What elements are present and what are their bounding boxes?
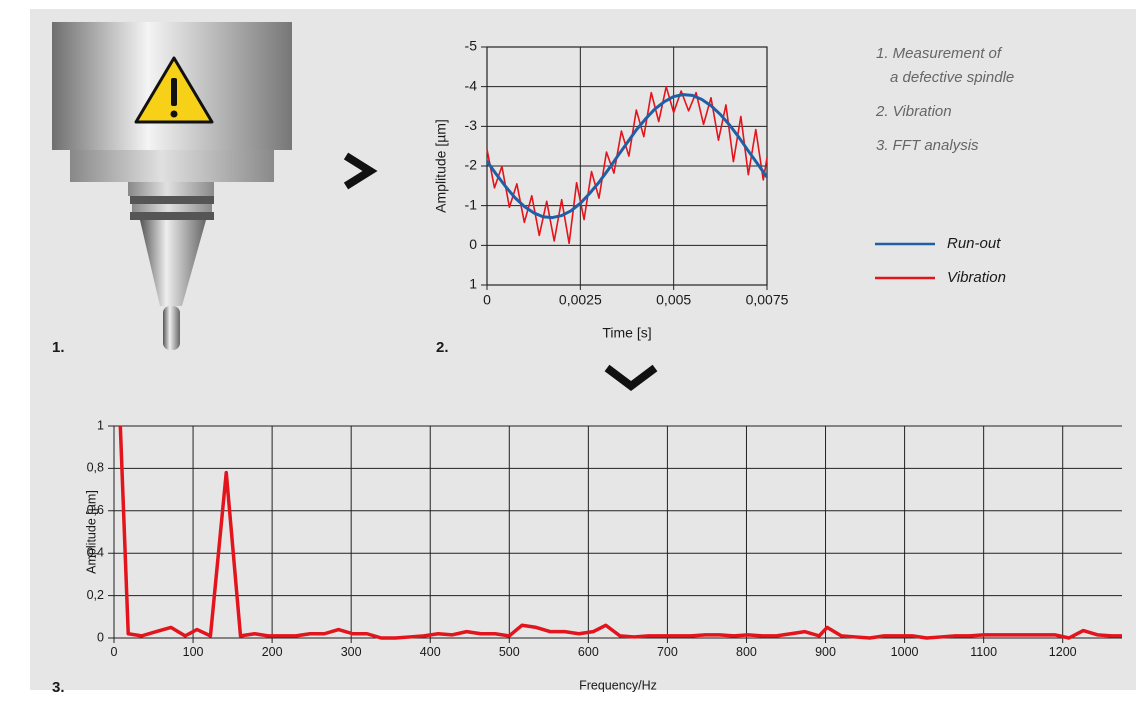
x-tick-label: 400 — [420, 645, 441, 659]
note: 1. Measurement of — [876, 45, 1003, 62]
x-tick-label: 200 — [262, 645, 283, 659]
note: 2. Vibration — [875, 103, 952, 120]
x-tick-label: 900 — [815, 645, 836, 659]
y-tick-label: 1 — [97, 418, 104, 432]
y-axis-label: Amplitude [µm] — [433, 119, 449, 213]
y-tick-label: -4 — [465, 77, 478, 93]
y-tick-label: 0,6 — [87, 503, 104, 517]
note: 3. FFT analysis — [876, 137, 979, 154]
y-tick-label: 0 — [97, 630, 104, 644]
x-tick-label: 0,005 — [656, 292, 691, 308]
y-tick-label: 0 — [469, 236, 477, 252]
x-tick-label: 1200 — [1049, 645, 1077, 659]
y-tick-label: -3 — [465, 117, 478, 133]
x-tick-label: 100 — [183, 645, 204, 659]
data-line — [118, 425, 1122, 640]
data-line — [485, 93, 769, 220]
x-tick-label: 0,0075 — [746, 292, 789, 308]
x-tick-label: 700 — [657, 645, 678, 659]
panel-label: 2. — [436, 339, 449, 356]
arrow-right — [343, 152, 378, 190]
plot-frame — [486, 46, 768, 286]
x-tick-label: 800 — [736, 645, 757, 659]
y-tick-label: 0,8 — [87, 461, 104, 475]
y-tick-label: 0,2 — [87, 588, 104, 602]
x-tick-label: 0,0025 — [559, 292, 602, 308]
y-tick-label: 0,4 — [87, 545, 104, 559]
note: a defective spindle — [890, 69, 1014, 86]
panel-label: 1. — [52, 339, 65, 356]
x-tick-label: 1000 — [891, 645, 919, 659]
x-axis-label: Frequency/Hz — [579, 678, 657, 692]
y-tick-label: -2 — [465, 157, 478, 173]
x-axis-label: Time [s] — [602, 325, 651, 341]
x-tick-label: 1100 — [970, 645, 997, 659]
x-tick-label: 0 — [111, 645, 118, 659]
x-tick-label: 0 — [483, 292, 491, 308]
y-tick-label: -1 — [465, 196, 478, 212]
x-tick-label: 600 — [578, 645, 599, 659]
arrow-down — [604, 364, 658, 391]
x-tick-label: 500 — [499, 645, 520, 659]
y-tick-label: 1 — [469, 276, 477, 292]
x-tick-label: 300 — [341, 645, 362, 659]
legend-label: Run-out — [947, 235, 1001, 252]
legend-label: Vibration — [947, 269, 1006, 286]
panel-label: 3. — [52, 679, 65, 696]
spindle-illustration — [52, 22, 292, 350]
y-tick-label: -5 — [465, 38, 478, 54]
y-axis-label: Amplitude [µm] — [84, 490, 98, 574]
